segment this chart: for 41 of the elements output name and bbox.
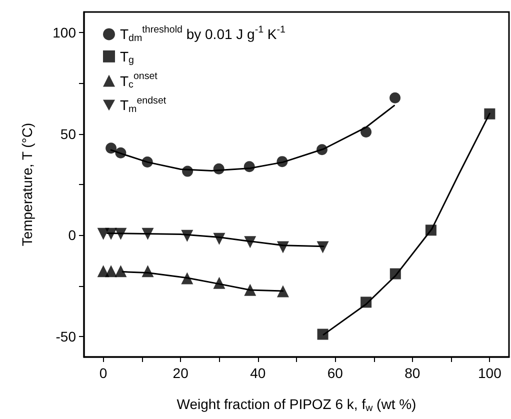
point — [244, 284, 256, 296]
point — [114, 265, 127, 278]
point — [276, 285, 289, 298]
x-tick-label: 0 — [99, 365, 108, 381]
x-tick-label: 60 — [327, 365, 344, 381]
point — [317, 328, 328, 340]
point — [276, 156, 288, 168]
y-tick-label: 100 — [52, 24, 76, 40]
point — [181, 272, 194, 284]
y-tick-label: 0 — [68, 227, 76, 244]
point — [360, 296, 372, 308]
point — [105, 228, 118, 240]
point — [213, 232, 226, 245]
point — [213, 163, 224, 174]
y-tick-label: 50 — [60, 126, 76, 142]
point — [425, 224, 436, 236]
point — [181, 230, 194, 242]
point — [213, 276, 226, 289]
point — [316, 144, 328, 156]
point — [142, 228, 154, 240]
x-tick-label: 80 — [404, 365, 420, 381]
point — [142, 156, 153, 168]
point — [360, 126, 372, 138]
point — [105, 265, 118, 278]
x-tick-label: 100 — [478, 365, 502, 381]
x-tick-label: 20 — [172, 365, 189, 381]
y-axis-title: Temperature, T (°C) — [19, 122, 35, 246]
x-tick-label: 40 — [250, 365, 266, 381]
point — [115, 147, 126, 158]
point — [316, 241, 329, 254]
point — [114, 228, 127, 240]
point — [106, 142, 117, 154]
point — [390, 92, 401, 104]
point — [244, 161, 255, 172]
point — [484, 108, 496, 120]
point — [142, 265, 154, 278]
point — [390, 268, 401, 280]
point — [244, 236, 256, 248]
point — [276, 241, 289, 254]
y-tick-label: -50 — [56, 328, 76, 345]
point — [182, 166, 194, 177]
